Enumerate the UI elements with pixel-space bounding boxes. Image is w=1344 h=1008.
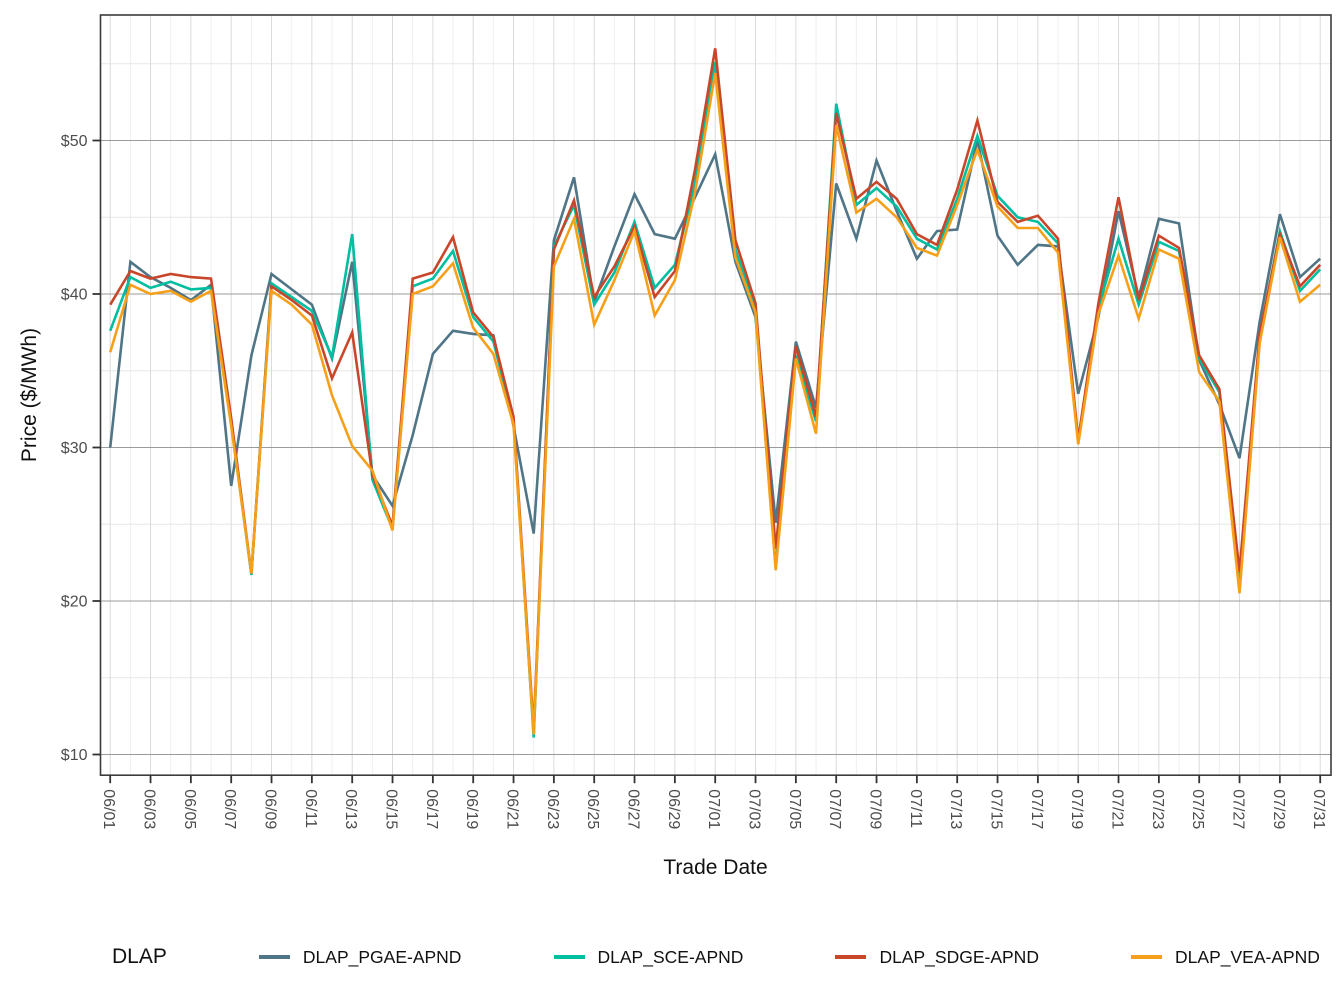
x-tick-label: 07/31 [1310, 789, 1327, 829]
y-axis-title: Price ($/MWh) [18, 327, 41, 463]
x-tick-label: 07/27 [1230, 789, 1247, 829]
x-axis-title: Trade Date [663, 856, 768, 879]
x-tick-label: 07/13 [947, 789, 964, 829]
x-tick-label: 07/15 [988, 789, 1005, 829]
panel-border [99, 14, 1332, 777]
series-line-DLAP_SCE-APND [108, 61, 1322, 738]
x-tick-label: 06/19 [463, 789, 480, 829]
x-tick-label: 06/25 [584, 789, 601, 829]
x-tick-label: 06/09 [262, 789, 279, 829]
x-tick-label: 06/17 [423, 789, 440, 829]
x-tick-label: 06/23 [544, 789, 561, 829]
series-line-DLAP_SDGE-APND [109, 48, 1322, 730]
series-line-DLAP_VEA-APND [108, 72, 1322, 735]
legend-line-swatch [258, 955, 290, 959]
legend-item-label: DLAP_PGAE-APND [302, 946, 462, 967]
x-tick-label: 07/03 [746, 789, 763, 829]
legend-item-label: DLAP_VEA-APND [1175, 946, 1320, 967]
x-tick-label: 06/27 [625, 789, 642, 829]
x-tick-label: 07/19 [1068, 789, 1085, 829]
x-tick-label: 07/11 [907, 789, 924, 828]
x-tick-label: 07/01 [705, 789, 722, 829]
legend-title: DLAP [112, 945, 167, 968]
x-tick-label: 07/09 [867, 789, 884, 829]
series-line-DLAP_PGAE-APND [108, 140, 1322, 534]
legend-item-DLAP_SCE-APND: DLAP_SCE-APND [553, 946, 744, 968]
legend: DLAP DLAP_PGAE-APND DLAP_SCE-APND DLAP_SDG… [112, 936, 1320, 978]
x-tick-label: 07/29 [1270, 789, 1287, 829]
x-tick-label: 06/15 [383, 789, 400, 829]
x-tick-label: 07/21 [1109, 789, 1126, 829]
legend-line-swatch [553, 955, 585, 959]
x-tick-label: 06/13 [342, 789, 359, 829]
legend-item-DLAP_SDGE-APND: DLAP_SDGE-APND [835, 947, 1039, 968]
y-tick-label: $40 [61, 287, 88, 304]
x-tick-label: 06/07 [221, 789, 238, 829]
y-tick-label: $30 [61, 440, 88, 457]
x-tick-label: 06/11 [302, 789, 319, 828]
x-tick-label: 06/21 [504, 789, 521, 829]
legend-line-swatch [835, 955, 867, 959]
x-tick-label: 06/29 [665, 789, 682, 829]
legend-item-label: DLAP_SCE-APND [597, 946, 744, 967]
x-tick-label: 07/25 [1189, 789, 1206, 829]
x-tick-label: 06/05 [181, 789, 198, 829]
y-tick-label: $20 [61, 594, 88, 611]
x-tick-label: 06/01 [100, 789, 117, 829]
legend-item-DLAP_VEA-APND: DLAP_VEA-APND [1131, 947, 1320, 968]
legend-item-label: DLAP_SDGE-APND [879, 946, 1039, 967]
x-tick-label: 07/17 [1028, 789, 1045, 829]
x-tick-label: 07/23 [1149, 789, 1166, 829]
x-tick-label: 07/05 [786, 789, 803, 829]
x-tick-label: 07/07 [826, 789, 843, 829]
y-tick-label: $50 [61, 133, 88, 150]
legend-line-swatch [1131, 955, 1163, 959]
x-tick-label: 06/03 [141, 789, 158, 829]
y-tick-label: $10 [61, 747, 88, 764]
legend-item-DLAP_PGAE-APND: DLAP_PGAE-APND [258, 946, 462, 968]
